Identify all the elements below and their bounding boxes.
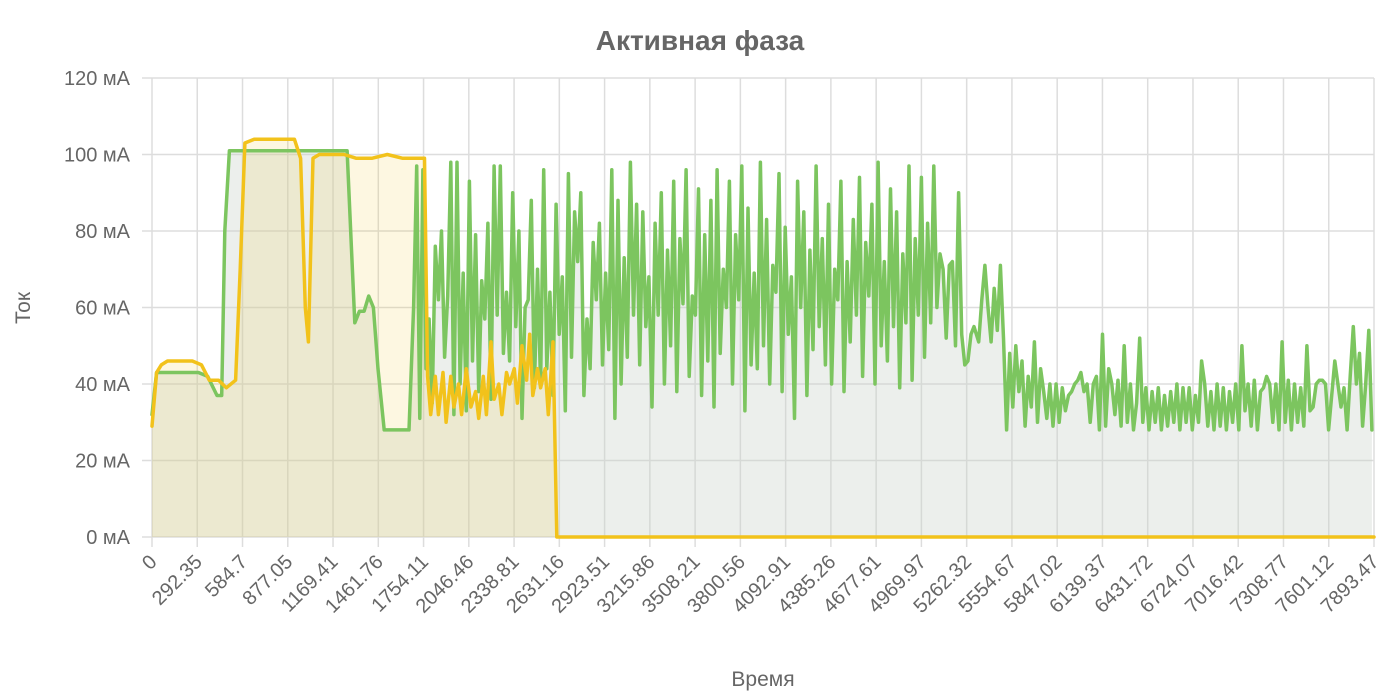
- series-line-0: [150, 137, 1376, 539]
- y-tick-label: 20 мА: [75, 451, 131, 473]
- x-tick-label: 0: [138, 551, 161, 574]
- chart-title: Активная фаза: [596, 25, 805, 56]
- y-tick-label: 120 мА: [64, 68, 131, 90]
- y-tick-label: 40 мА: [75, 374, 131, 396]
- y-tick-label: 80 мА: [75, 221, 131, 243]
- y-axis-title: Ток: [12, 291, 35, 324]
- series-layer: [150, 137, 1376, 539]
- x-tick-label: 292.35: [148, 551, 207, 610]
- y-tick-label: 100 мА: [64, 145, 131, 167]
- series-area-0: [152, 139, 1374, 537]
- x-tick-labels: 0292.35584.7877.051169.411461.761754.112…: [138, 551, 1383, 618]
- y-tick-label: 0 мА: [86, 527, 130, 549]
- x-axis-title: Время: [731, 668, 794, 691]
- y-tick-label: 60 мА: [75, 298, 131, 320]
- y-tick-labels: 0 мА 20 мА 40 мА 60 мА 80 мА 100 мА 120 мА: [64, 68, 131, 549]
